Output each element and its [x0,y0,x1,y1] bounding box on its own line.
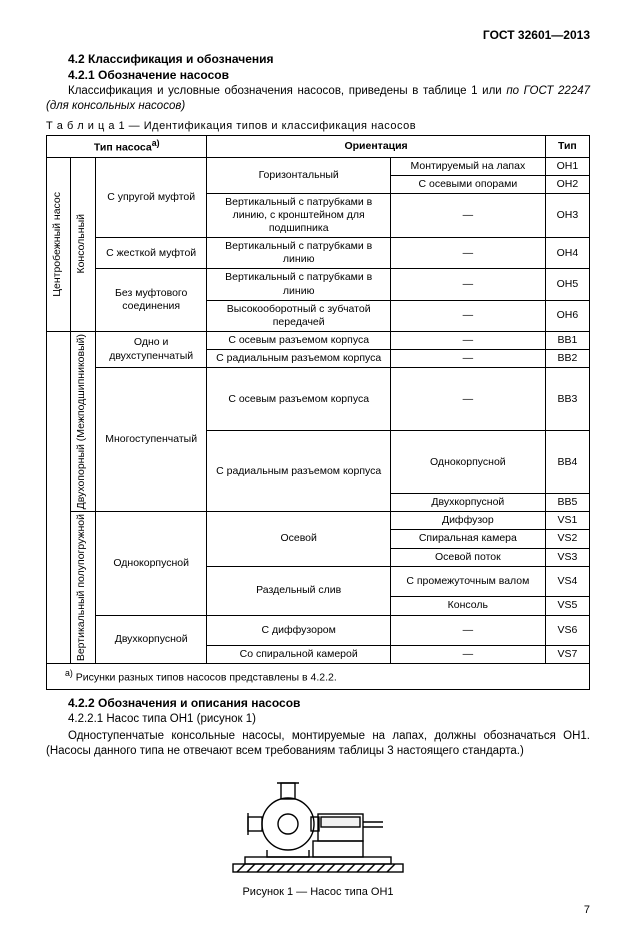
dash: — [390,331,545,349]
th-pump-type: Тип насосаа) [47,135,207,157]
c-multistage: Многоступенчатый [95,368,207,512]
type-oh3: OH3 [545,193,589,237]
table-row: Вертикальный полупогружной Однокорпусной… [47,512,590,530]
para-1a: Классификация и условные обозначения нас… [68,85,506,97]
o-axial-split: С осевым разъемом корпуса [207,331,391,349]
m-volute: Спиральная камера [390,530,545,548]
o-highspeed: Высокооборотный с зубчатой передачей [207,300,391,331]
type-bb3: BB3 [545,368,589,431]
m-centerline: С осевыми опорами [390,175,545,193]
heading-4-2-2: 4.2.2 Обозначения и описания насосов [68,696,590,710]
o-axial: Осевой [207,512,391,566]
table-footnote-row: а) Рисунки разных типов насосов представ… [47,664,590,690]
type-vs2: VS2 [545,530,589,548]
type-oh2: OH2 [545,175,589,193]
table-row: Многоступенчатый С осевым разъемом корпу… [47,368,590,431]
type-vs5: VS5 [545,597,589,615]
type-vs7: VS7 [545,646,589,664]
c-one-two-stage: Одно и двухступенчатый [95,331,207,367]
type-oh6: OH6 [545,300,589,331]
pump-oh1-icon [223,769,413,879]
m-foot: Монтируемый на лапах [390,157,545,175]
m-cantilever: Консоль [390,597,545,615]
g2-between-bearings: Двухопорный (Межподшипниковый) [71,331,95,511]
m-single-casing: Однокорпусной [390,431,545,494]
type-vs3: VS3 [545,548,589,566]
c-double-casing: Двухкорпусной [95,615,207,664]
o-separate-discharge: Раздельный слив [207,566,391,615]
o-with-volute: Со спиральной камерой [207,646,391,664]
dash: — [390,269,545,300]
figure-1-caption: Рисунок 1 — Насос типа OH1 [46,886,590,898]
o-axial-split: С осевым разъемом корпуса [207,368,391,431]
m-lineshaft: С промежуточным валом [390,566,545,597]
dash: — [390,646,545,664]
o-with-diffuser: С диффузором [207,615,391,646]
dash: — [390,615,545,646]
g1-centrifugal: Центробежный насос [47,157,71,331]
table-row: Центробежный насос Консольный С упругой … [47,157,590,175]
para-4-2-2-1: 4.2.2.1 Насос типа ОН1 (рисунок 1) [46,712,590,727]
c-rigid: С жесткой муфтой [95,238,207,269]
o-horizontal: Горизонтальный [207,157,391,193]
g1-blank [47,331,71,664]
type-bb2: BB2 [545,350,589,368]
table-row: Двухкорпусной С диффузором — VS6 [47,615,590,646]
dash: — [390,368,545,431]
dash: — [390,350,545,368]
type-vs6: VS6 [545,615,589,646]
type-oh4: OH4 [545,238,589,269]
o-radial-split: С радиальным разъемом корпуса [207,431,391,512]
heading-4-2: 4.2 Классификация и обозначения [68,52,590,66]
o-radial-split: С радиальным разъемом корпуса [207,350,391,368]
dash: — [390,238,545,269]
table-footnote: а) Рисунки разных типов насосов представ… [47,664,590,690]
table-caption: Т а б л и ц а 1 — Идентификация типов и … [46,120,590,132]
o-vert-inline: Вертикальный с патрубками в линию [207,238,391,269]
o-vert-bracket: Вертикальный с патрубками в линию, с кро… [207,193,391,237]
th-type-code: Тип [545,135,589,157]
table-row: Без муфтового соединения Вертикальный с … [47,269,590,300]
c-single-casing: Однокорпусной [95,512,207,615]
page-number: 7 [46,904,590,916]
o-vert-inline: Вертикальный с патрубками в линию [207,269,391,300]
figure-1: Рисунок 1 — Насос типа OH1 [46,769,590,898]
th-orientation: Ориентация [207,135,545,157]
page: ГОСТ 32601—2013 4.2 Классификация и обоз… [0,0,630,928]
document-id: ГОСТ 32601—2013 [46,28,590,42]
dash: — [390,193,545,237]
type-bb1: BB1 [545,331,589,349]
m-double-casing: Двухкорпусной [390,494,545,512]
pump-classification-table: Тип насосаа) Ориентация Тип Центробежный… [46,135,590,690]
table-row: С жесткой муфтой Вертикальный с патрубка… [47,238,590,269]
c-elastic: С упругой муфтой [95,157,207,238]
heading-4-2-1: 4.2.1 Обозначение насосов [68,68,590,82]
type-bb4: BB4 [545,431,589,494]
m-diffuser: Диффузор [390,512,545,530]
g2-vertical-suspended: Вертикальный полупогружной [71,512,95,664]
c-close-coupled: Без муфтового соединения [95,269,207,332]
type-vs1: VS1 [545,512,589,530]
m-axial-flow: Осевой поток [390,548,545,566]
type-oh1: OH1 [545,157,589,175]
g2-console: Консольный [71,157,95,331]
type-bb5: BB5 [545,494,589,512]
dash: — [390,300,545,331]
type-oh5: OH5 [545,269,589,300]
table-row: Двухопорный (Межподшипниковый) Одно и дв… [47,331,590,349]
para-oh1-desc: Одноступенчатые консольные насосы, монти… [46,729,590,759]
para-classification: Классификация и условные обозначения нас… [46,84,590,114]
type-vs4: VS4 [545,566,589,597]
table-header-row: Тип насосаа) Ориентация Тип [47,135,590,157]
